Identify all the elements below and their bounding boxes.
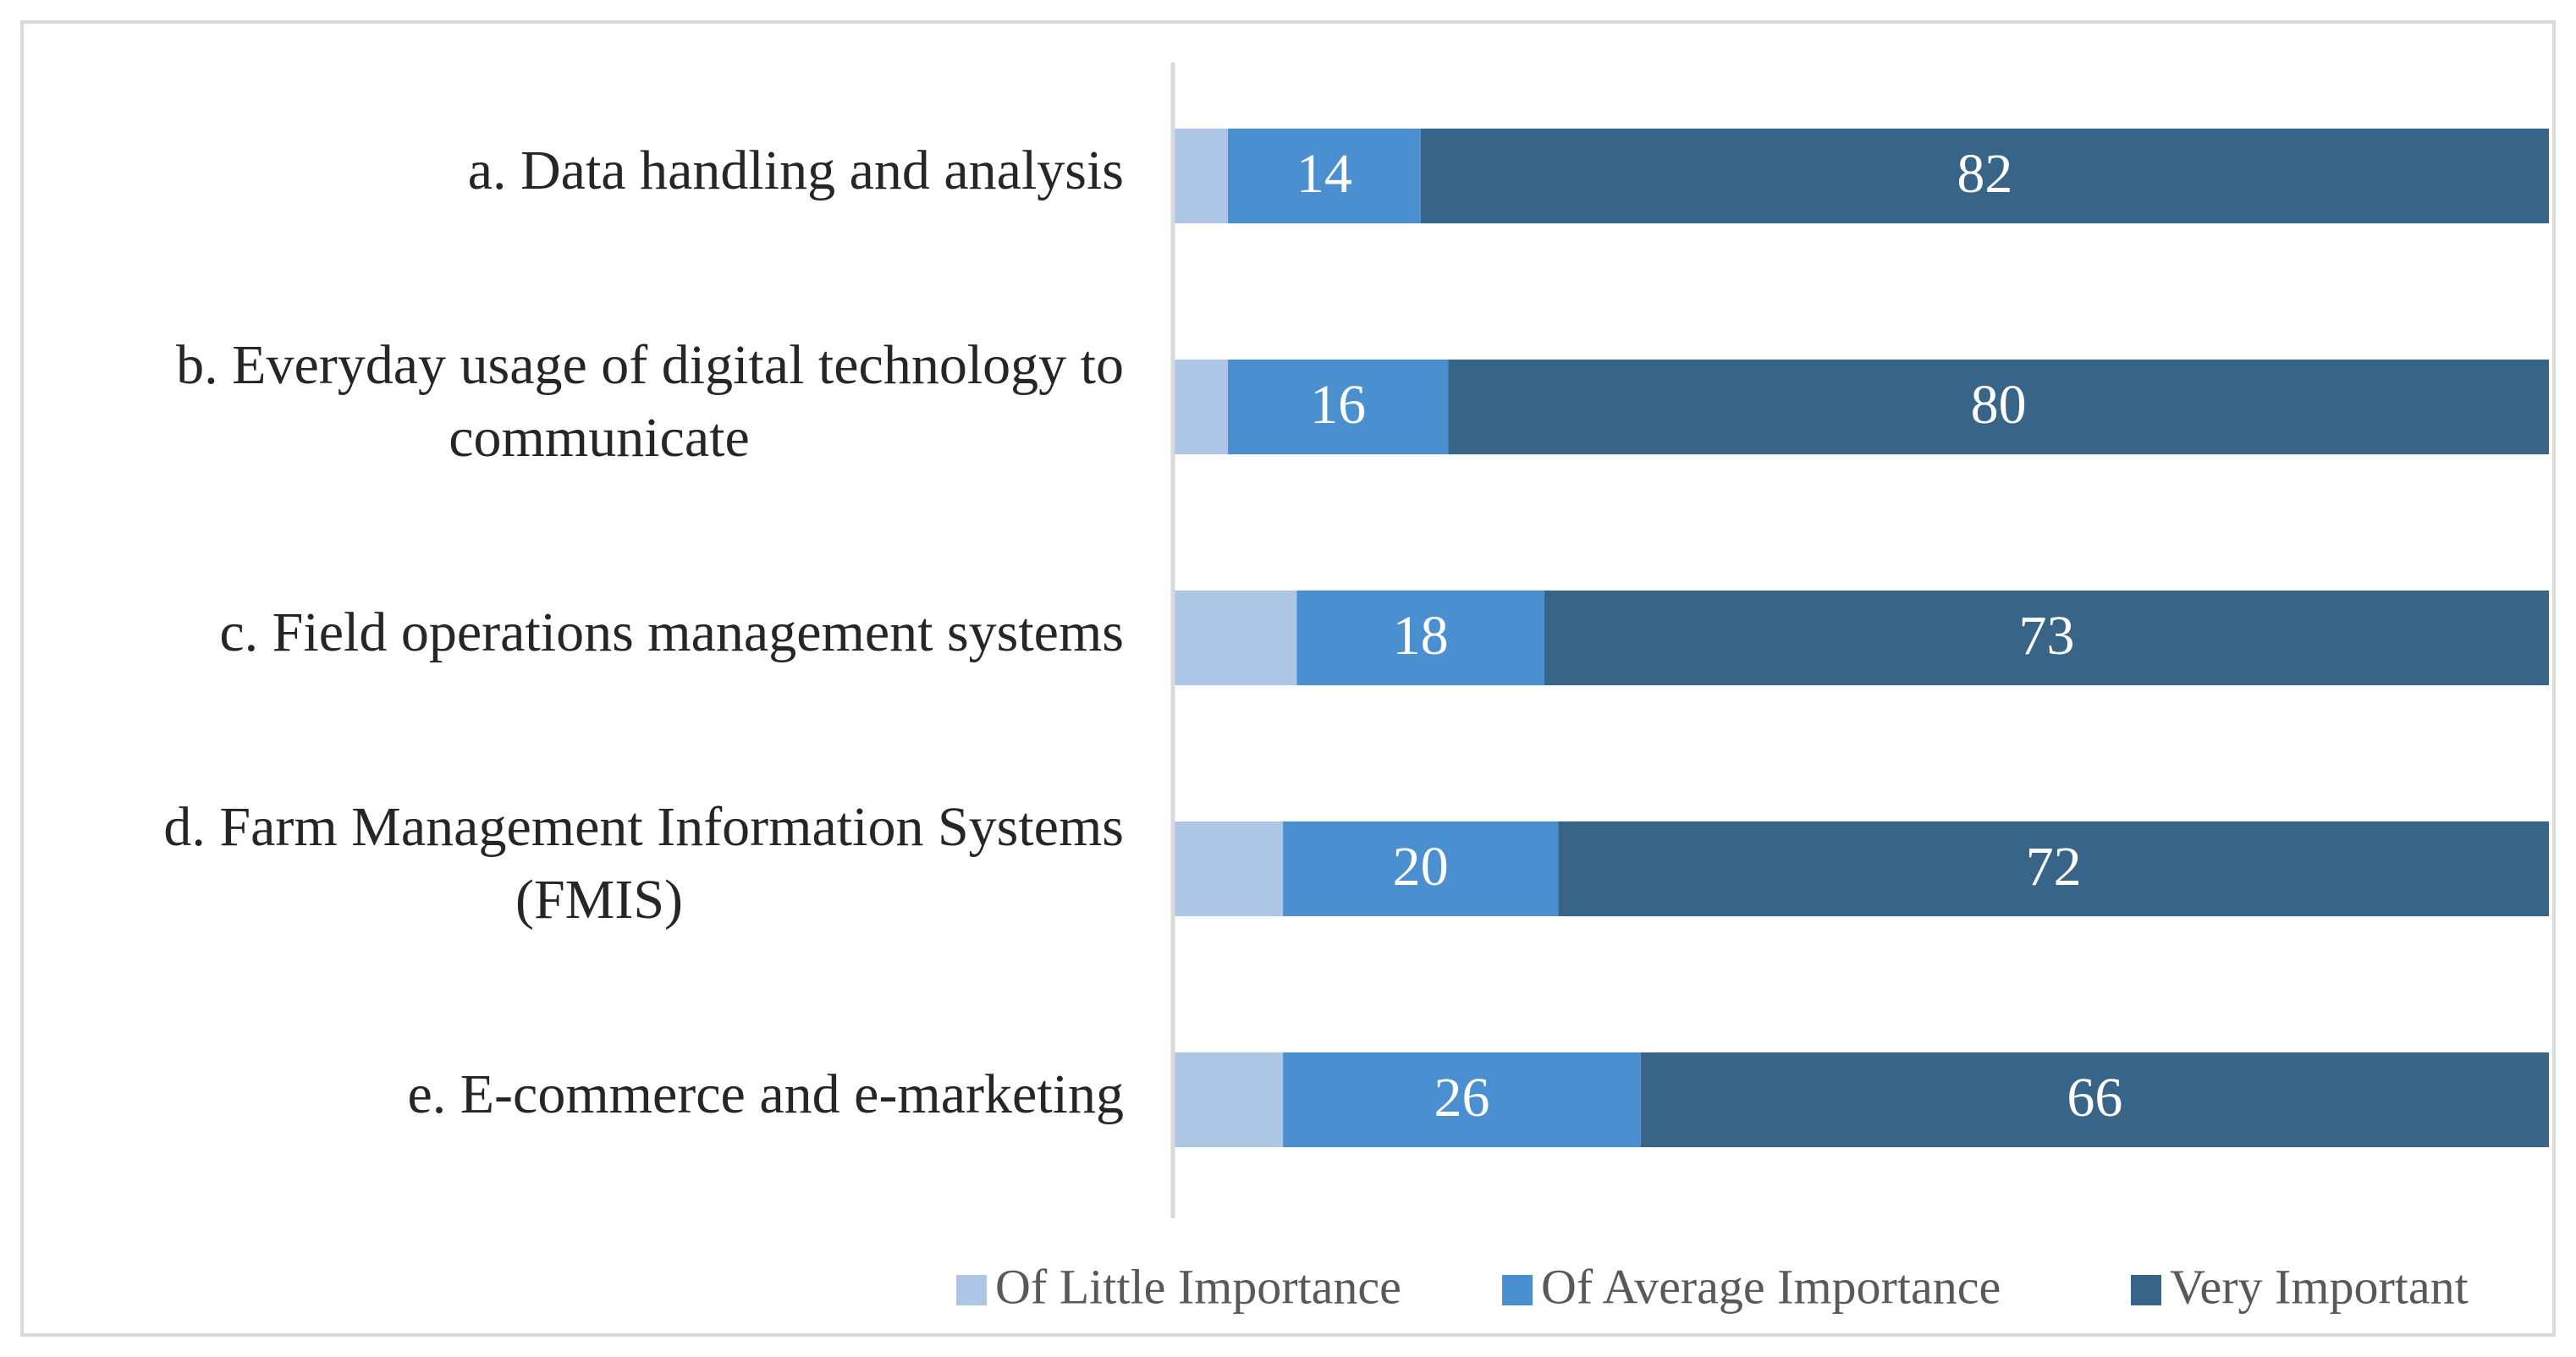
chart-frame: 14 82 16 80 18 73 20 72 26 66 a. Data handling an…: [20, 20, 2556, 1337]
bar-segment: [1173, 360, 1229, 454]
legend-swatch: [1502, 1275, 1533, 1305]
data-label: 80: [1971, 374, 2027, 436]
legend-entry: Of Average Importance: [1541, 1259, 2001, 1314]
bar-segment: [1448, 360, 2549, 454]
bar-segment: [1173, 821, 1284, 916]
category-label: communicate: [449, 407, 750, 469]
bar-segment: [1283, 821, 1559, 916]
category-label: b. Everyday usage of digital technology …: [176, 334, 1124, 396]
category-label: c. Field operations management systems: [219, 602, 1124, 663]
category-label: a. Data handling and analysis: [468, 140, 1124, 201]
bar-segment: [1173, 129, 1229, 223]
legend-swatch: [2131, 1275, 2161, 1305]
data-label: 14: [1296, 143, 1352, 205]
bar-segment: [1640, 1052, 2549, 1147]
bar-segment: [1420, 129, 2549, 223]
bar-segment: [1173, 1052, 1284, 1147]
category-label: (FMIS): [515, 869, 683, 931]
data-label: 18: [1393, 605, 1449, 667]
category-label: e. E-commerce and e-marketing: [407, 1063, 1124, 1125]
bar-segment: [1228, 360, 1449, 454]
category-label: d. Farm Management Information Systems: [163, 796, 1124, 858]
bar-segment: [1173, 591, 1297, 685]
category-labels: a. Data handling and analysis b. Everyday…: [163, 140, 1124, 1125]
bars-group: 14 82 16 80 18 73 20 72 26 66: [1173, 129, 2549, 1147]
legend-swatch: [956, 1275, 987, 1305]
data-label: 82: [1957, 143, 2012, 205]
legend-entry: Very Important: [2170, 1259, 2469, 1314]
data-label: 26: [1434, 1067, 1489, 1129]
data-label: 16: [1310, 374, 1366, 436]
legend-entry: Of Little Importance: [995, 1259, 1401, 1314]
bar-segment: [1296, 591, 1545, 685]
data-label: 73: [2019, 605, 2075, 667]
bar-segment: [1544, 591, 2549, 685]
bar-segment: [1558, 821, 2549, 916]
legend: Of Little Importance Of Average Importanc…: [956, 1259, 2469, 1314]
data-label: 66: [2067, 1067, 2122, 1129]
data-label: 72: [2026, 836, 2082, 898]
bar-segment: [1283, 1052, 1641, 1147]
data-label: 20: [1393, 836, 1449, 898]
stacked-bar-chart: 14 82 16 80 18 73 20 72 26 66 a. Data handling an…: [163, 63, 2549, 1314]
bar-segment: [1228, 129, 1421, 223]
